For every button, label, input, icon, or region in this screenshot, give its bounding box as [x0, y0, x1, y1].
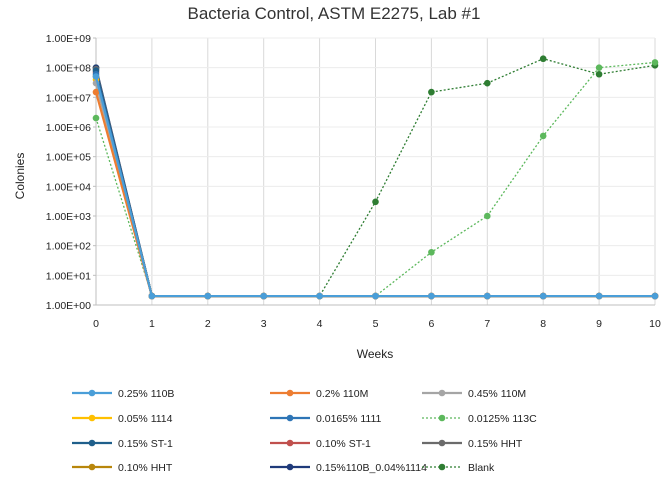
y-tick-label: 1.00E+07 [46, 92, 91, 104]
legend-label: Blank [468, 462, 495, 474]
data-point [148, 292, 156, 300]
y-tick-label: 1.00E+08 [46, 63, 91, 75]
x-tick-label: 7 [484, 318, 490, 330]
legend-swatch-marker [88, 414, 96, 422]
data-point [484, 79, 491, 87]
legend-label: 0.2% 110M [316, 388, 368, 400]
y-tick-label: 1.00E+05 [46, 152, 91, 164]
y-tick-label: 1.00E+03 [46, 211, 91, 223]
legend-label: 0.15% ST-1 [118, 438, 173, 450]
legend-layer: 0.25% 110B 0.2% 110M 0.45% 110M 0.05% 1114 0… [72, 388, 537, 474]
data-point [428, 88, 435, 96]
y-axis-title: Colonies [13, 153, 27, 200]
data-point [539, 292, 547, 300]
data-point [484, 292, 491, 300]
legend-swatch-marker [286, 439, 294, 447]
data-point [92, 114, 100, 122]
data-point [92, 88, 100, 96]
legend-label: 0.45% 110M [468, 388, 526, 400]
legend-swatch-marker [286, 463, 294, 471]
x-tick-label: 1 [149, 318, 155, 330]
y-tick-label: 1.00E+06 [46, 122, 91, 134]
x-tick-label: 0 [93, 318, 99, 330]
data-point [595, 292, 603, 300]
legend-swatch-marker [88, 389, 96, 397]
x-tick-label: 5 [373, 318, 379, 330]
data-point [372, 198, 379, 206]
y-tick-label: 1.00E+02 [46, 241, 91, 253]
x-tick-label: 8 [540, 318, 546, 330]
data-point [539, 55, 547, 63]
legend-swatch-marker [88, 463, 96, 471]
series-layer [92, 55, 659, 300]
chart-title: Bacteria Control, ASTM E2275, Lab #1 [187, 4, 481, 23]
legend-swatch-marker [438, 463, 446, 471]
legend-swatch-marker [438, 389, 446, 397]
legend-label: 0.0125% 113C [468, 413, 537, 425]
y-tick-label: 1.00E+04 [46, 181, 91, 193]
x-tick-label: 9 [596, 318, 602, 330]
y-tick-label: 1.00E+01 [46, 270, 91, 282]
legend-label: 0.10% HHT [118, 462, 173, 474]
x-tick-label: 10 [649, 318, 661, 330]
data-point [204, 292, 212, 300]
data-point [428, 248, 435, 256]
legend-label: 0.0165% 1111 [316, 413, 382, 425]
y-tick-label: 1.00E+00 [46, 300, 91, 312]
legend-swatch-marker [286, 414, 294, 422]
legend-label: 0.25% 110B [118, 388, 174, 400]
data-point [260, 292, 268, 300]
x-tick-label: 6 [428, 318, 434, 330]
data-point [372, 292, 379, 300]
data-point [651, 292, 659, 300]
data-point [595, 70, 603, 78]
x-axis-title: Weeks [357, 347, 393, 361]
data-point [539, 132, 547, 140]
grid-layer [95, 37, 656, 306]
data-point [428, 292, 435, 300]
data-point [92, 73, 100, 80]
legend-swatch-marker [438, 439, 446, 447]
legend-label: 0.10% ST-1 [316, 438, 371, 450]
data-point [316, 292, 323, 300]
legend-label: 0.15%110B_0.04%1114 [316, 462, 427, 474]
x-tick-label: 4 [317, 318, 323, 330]
x-tick-label: 2 [205, 318, 211, 330]
data-point [595, 64, 603, 71]
legend-swatch-marker [88, 439, 96, 447]
legend-label: 0.05% 1114 [118, 413, 173, 425]
data-point [484, 212, 491, 220]
x-tick-label: 3 [261, 318, 267, 330]
legend-swatch-marker [438, 414, 446, 422]
data-point [651, 59, 659, 66]
y-tick-label: 1.00E+09 [46, 33, 91, 45]
legend-swatch-marker [286, 389, 294, 397]
legend-label: 0.15% HHT [468, 438, 523, 450]
axis-layer: 1.00E+00 1.00E+01 1.00E+02 1.00E+03 1.00E+04… [46, 33, 661, 330]
